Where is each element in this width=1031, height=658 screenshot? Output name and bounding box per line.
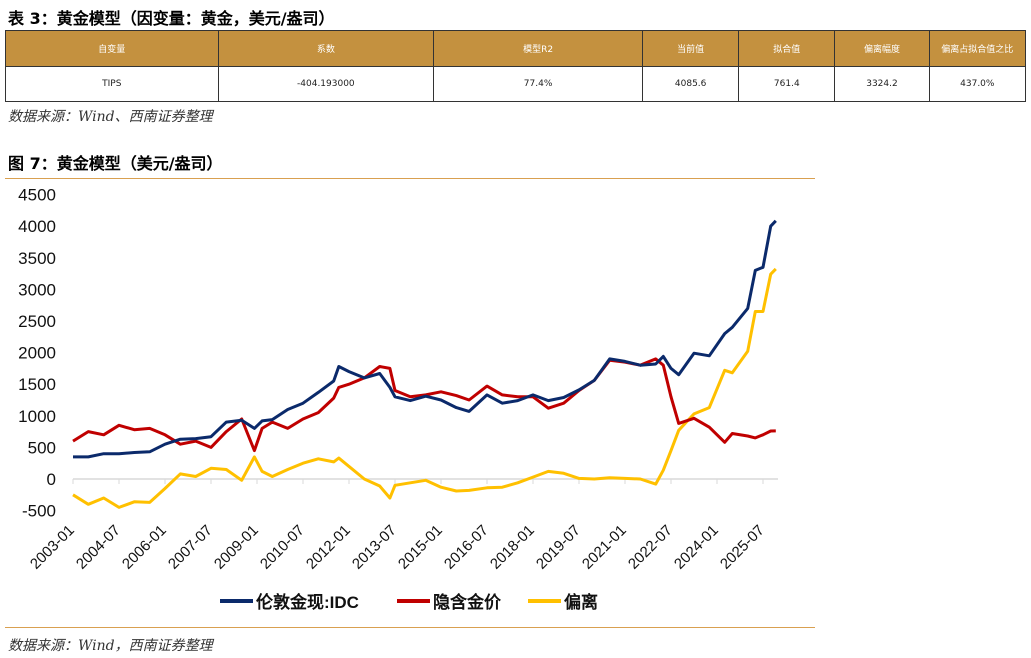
table-cell: 761.4 [738, 66, 836, 102]
legend-label: 伦敦金现:IDC [256, 592, 359, 612]
model-table: 自变量 系数 模型R2 当前值 拟合值 偏离幅度 偏离占拟合值之比 TIPS -404.193… [5, 30, 1027, 102]
x-tick-label: 2019-07 [533, 522, 584, 573]
table-cell: 77.4% [433, 66, 644, 102]
x-tick-label: 2010-07 [257, 522, 308, 573]
table-title: 表 3：黄金模型（因变量：黄金，美元/盎司） [8, 9, 335, 28]
series-line-1 [72, 357, 776, 453]
bottom-rule [5, 627, 815, 628]
y-tick-label: 500 [28, 438, 56, 457]
column-header: 自变量 [5, 30, 219, 67]
column-header: 偏离幅度 [834, 30, 930, 67]
table-row: TIPS -404.193000 77.4% 4085.6 761.4 3324.2 437… [5, 66, 1027, 102]
table-cell: 3324.2 [834, 66, 930, 102]
x-tick-label: 2021-01 [579, 522, 630, 573]
gold-model-chart: 4500 4000 3500 3000 2500 2000 1500 1000 500 0 -500… [18, 186, 778, 612]
x-tick-label: 2003-01 [27, 522, 78, 573]
y-tick-label: 1000 [18, 407, 56, 426]
x-tick-label: 2012-01 [303, 522, 354, 573]
legend-label: 偏离 [564, 592, 598, 612]
y-tick-label: -500 [22, 502, 56, 521]
y-tick-label: 3500 [18, 249, 56, 268]
x-tick-label: 2007-07 [165, 522, 216, 573]
column-header: 拟合值 [738, 30, 836, 67]
y-tick-label: 2000 [18, 344, 56, 363]
y-tick-label: 4000 [18, 217, 56, 236]
table-cell: -404.193000 [217, 66, 435, 102]
y-tick-label: 1500 [18, 375, 56, 394]
series-line-2 [72, 267, 777, 509]
table-cell: 4085.6 [642, 66, 740, 102]
figure-title: 图 7：黄金模型（美元/盎司） [8, 154, 223, 173]
table-cell: 437.0% [928, 66, 1027, 102]
x-tick-label: 2016-07 [441, 522, 492, 573]
column-header: 当前值 [642, 30, 740, 67]
legend-label: 隐含金价 [433, 592, 502, 612]
figure-source: 数据来源：Wind，西南证券整理 [8, 638, 213, 654]
series-line-0 [73, 219, 777, 459]
x-tick-label: 2024-01 [671, 522, 722, 573]
y-tick-label: 2500 [18, 312, 56, 331]
y-tick-label: 3000 [18, 280, 56, 299]
x-tick-label: 2004-07 [73, 522, 124, 573]
column-header: 系数 [217, 30, 435, 67]
x-tick-label: 2022-07 [625, 522, 676, 573]
x-tick-label: 2006-01 [119, 522, 170, 573]
y-tick-label: 0 [47, 470, 56, 489]
table-source: 数据来源：Wind、西南证券整理 [8, 109, 213, 125]
x-tick-label: 2018-01 [487, 522, 538, 573]
x-tick-label: 2009-01 [211, 522, 262, 573]
top-rule [5, 178, 815, 179]
column-header: 模型R2 [433, 30, 644, 67]
x-tick-label: 2025-07 [717, 522, 768, 573]
x-tick-label: 2015-01 [395, 522, 446, 573]
x-tick-label: 2013-07 [349, 522, 400, 573]
y-tick-label: 4500 [18, 186, 56, 205]
column-header: 偏离占拟合值之比 [928, 30, 1027, 67]
table-cell: TIPS [5, 66, 219, 102]
